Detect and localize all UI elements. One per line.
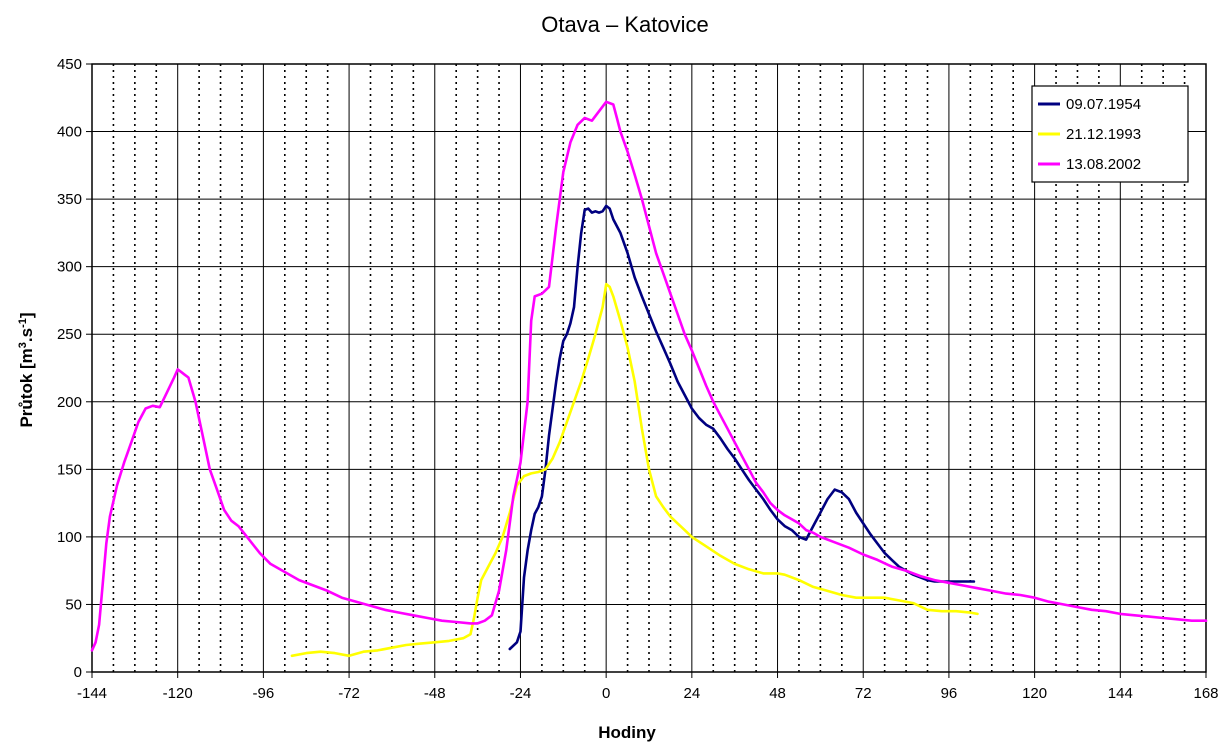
y-tick-label: 350	[57, 191, 82, 208]
legend: 09.07.1954 21.12.1993 13.08.2002	[1031, 85, 1189, 183]
x-tick-label: 0	[602, 685, 610, 702]
x-tick-label: -72	[338, 685, 360, 702]
x-tick-label: -24	[510, 685, 532, 702]
y-tick-label: 100	[57, 529, 82, 546]
x-tick-label: 168	[1193, 685, 1218, 702]
x-tick-label: 144	[1108, 685, 1133, 702]
tick-labels: -144 -120 -96 -72 -48 -24 0 24 48 72 96 120 144 168 0 5…	[57, 56, 1219, 702]
y-tick-label: 200	[57, 394, 82, 411]
y-tick-label: 400	[57, 124, 82, 141]
x-tick-label: -48	[424, 685, 446, 702]
x-tick-label: -120	[163, 685, 193, 702]
plot-area	[91, 63, 1207, 673]
y-tick-label: 50	[65, 596, 82, 613]
y-axis-title: Průtok [m3.s-1]	[17, 312, 36, 427]
y-tick-label: 450	[57, 56, 82, 73]
series-line-1	[508, 204, 976, 651]
x-tick-label: 72	[855, 685, 872, 702]
y-tick-label: 150	[57, 461, 82, 478]
legend-label: 21.12.1993	[1066, 126, 1141, 143]
legend-label: 13.08.2002	[1066, 156, 1141, 173]
series-line-2	[290, 282, 979, 658]
legend-label: 09.07.1954	[1066, 96, 1141, 113]
x-tick-label: 48	[769, 685, 786, 702]
y-tick-label: 250	[57, 326, 82, 343]
y-tick-label: 300	[57, 259, 82, 276]
series-line-3	[90, 100, 1208, 652]
x-tick-label: 24	[684, 685, 701, 702]
x-axis-title: Hodiny	[598, 723, 656, 742]
x-tick-label: 96	[941, 685, 958, 702]
chart-title: Otava – Katovice	[541, 12, 709, 37]
x-tick-label: -96	[253, 685, 275, 702]
x-tick-label: -144	[77, 685, 107, 702]
y-tick-label: 0	[74, 664, 82, 681]
x-tick-label: 120	[1022, 685, 1047, 702]
series-lines	[90, 100, 1208, 658]
